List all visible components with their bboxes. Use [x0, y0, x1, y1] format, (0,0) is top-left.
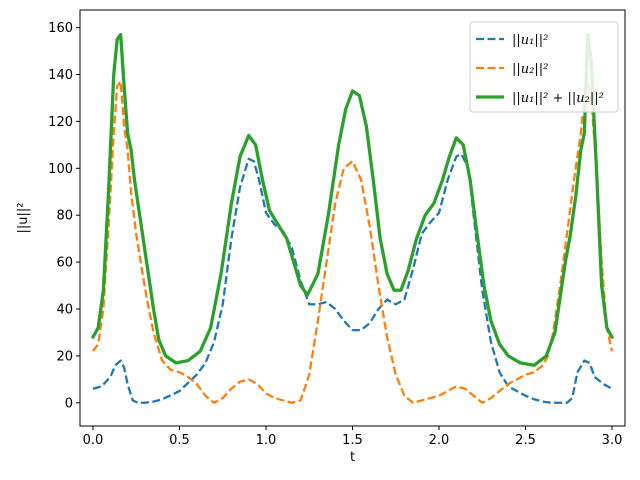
y-tick-label: 140 [48, 68, 73, 83]
y-tick-label: 160 [48, 21, 73, 36]
x-tick-label: 2.5 [515, 433, 536, 448]
legend-label-3: ||u₁||² + ||u₂||² [512, 91, 604, 106]
x-tick-label: 2.0 [429, 433, 450, 448]
series-line-2 [92, 80, 614, 404]
plot-area [91, 32, 614, 404]
legend-label-2: ||u₂||² [512, 62, 548, 77]
y-tick-label: 120 [48, 115, 73, 130]
y-tick-label: 0 [65, 396, 73, 411]
y-tick-label: 100 [48, 162, 73, 177]
x-tick-label: 1.0 [256, 433, 277, 448]
y-tick-label: 40 [56, 302, 73, 317]
series-line-3 [91, 32, 614, 367]
x-axis-label: t [350, 450, 355, 465]
x-tick-label: 3.0 [602, 433, 623, 448]
x-tick-label: 0.0 [83, 433, 104, 448]
x-tick-label: 1.5 [342, 433, 363, 448]
series-line-1 [92, 153, 613, 404]
legend: ||u₁||² ||u₂||² ||u₁||² + ||u₂||² [469, 21, 619, 113]
y-tick-label: 80 [56, 209, 73, 224]
legend-label-1: ||u₁||² [512, 33, 548, 48]
legend-box [469, 21, 619, 113]
x-tick-label: 0.5 [169, 433, 190, 448]
y-tick-label: 20 [56, 349, 73, 364]
y-axis-label: ||u||² [16, 203, 31, 234]
y-tick-label: 60 [56, 256, 73, 271]
axes: 0.0 0.5 1.0 1.5 2.0 2.5 3.0 0 20 40 60 80 100 120 140 1… [48, 9, 626, 448]
